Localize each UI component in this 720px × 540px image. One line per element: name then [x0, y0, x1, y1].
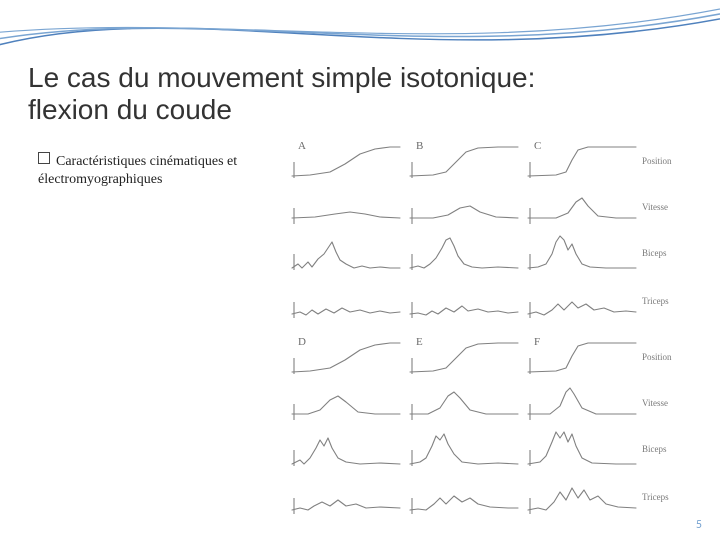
signal-panel [408, 282, 520, 322]
bullet-item: Caractéristiques cinématiques et électro… [38, 152, 248, 188]
signal-panel [408, 142, 520, 182]
signal-panel [290, 142, 402, 182]
signal-panel [290, 384, 402, 424]
signal-panel [290, 282, 402, 322]
signal-panel [526, 188, 638, 228]
row-label: Position [642, 156, 672, 166]
row-label: Biceps [642, 248, 667, 258]
row-label: Biceps [642, 444, 667, 454]
row-label: Triceps [642, 296, 669, 306]
signal-panel [526, 338, 638, 378]
signal-panel [408, 430, 520, 470]
signal-panel [290, 478, 402, 518]
signal-panel [408, 338, 520, 378]
slide-title: Le cas du mouvement simple isotonique: f… [28, 62, 628, 126]
row-label: Vitesse [642, 202, 668, 212]
signal-panel [526, 234, 638, 274]
signal-panel [526, 384, 638, 424]
signal-panel [526, 282, 638, 322]
signal-panel [408, 234, 520, 274]
signal-panel [290, 188, 402, 228]
signal-panel [526, 430, 638, 470]
signal-panel [290, 430, 402, 470]
signal-panel [290, 234, 402, 274]
signal-panel [526, 142, 638, 182]
signal-panel [526, 478, 638, 518]
title-line-2: flexion du coude [28, 94, 232, 125]
signal-panel [408, 478, 520, 518]
header-swoosh [0, 0, 720, 70]
charts-container: ABCDEFPositionVitesseBicepsTricepsPositi… [290, 142, 696, 520]
row-label: Triceps [642, 492, 669, 502]
page-number: 5 [696, 518, 702, 532]
row-label: Vitesse [642, 398, 668, 408]
bullet-text: Caractéristiques cinématiques et électro… [38, 154, 237, 187]
signal-panel [408, 384, 520, 424]
row-label: Position [642, 352, 672, 362]
signal-panel [290, 338, 402, 378]
signal-panel [408, 188, 520, 228]
bullet-marker-icon [38, 152, 50, 164]
title-line-1: Le cas du mouvement simple isotonique: [28, 62, 535, 93]
